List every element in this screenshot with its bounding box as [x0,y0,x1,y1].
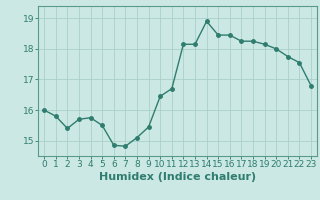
X-axis label: Humidex (Indice chaleur): Humidex (Indice chaleur) [99,172,256,182]
